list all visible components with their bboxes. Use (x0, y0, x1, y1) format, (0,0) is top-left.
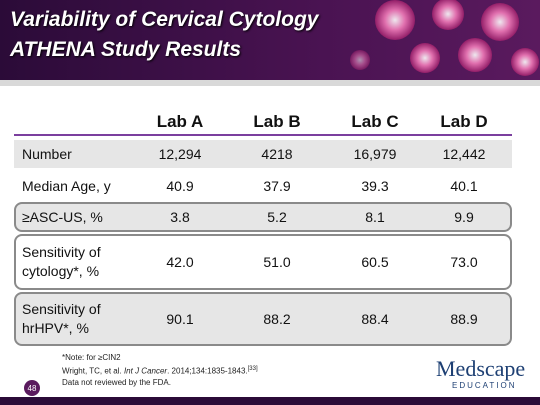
cell: 16,979 (353, 146, 397, 162)
cell: 8.1 (365, 209, 385, 225)
cell: 12,442 (442, 146, 486, 162)
cell: 39.3 (361, 178, 389, 194)
table-row (14, 202, 512, 232)
footer-bar (0, 397, 540, 405)
table-row (14, 292, 512, 346)
table-row (14, 234, 512, 290)
citation-ref: [33] (247, 366, 258, 372)
disclaimer: Data not reviewed by the FDA. (62, 378, 171, 387)
table-row (14, 140, 512, 168)
cell: 9.9 (454, 209, 474, 225)
column-header: Lab D (440, 112, 488, 131)
row-label: Number (22, 145, 72, 162)
row-label: Sensitivity of cytology*, % (22, 244, 101, 279)
cell: 88.4 (361, 311, 389, 327)
citation-part: . 2014;134:1835-1843. (167, 366, 248, 376)
cell: 40.1 (450, 178, 478, 194)
row-label: Median Age, y (22, 177, 111, 194)
citation: Wright, TC, et al. Int J Cancer. 2014;13… (62, 366, 258, 376)
cell: 37.9 (263, 178, 291, 194)
column-header: Lab C (351, 112, 399, 131)
row-label: Sensitivity of hrHPV*, % (22, 301, 101, 336)
row-label: ≥ASC-US, % (22, 208, 103, 225)
logo-name: Medscape (436, 356, 526, 381)
cell: 40.9 (166, 178, 194, 194)
cell: 4218 (261, 146, 293, 162)
cell: 3.8 (170, 209, 190, 225)
table-row (14, 172, 512, 200)
citation-part: Wright, TC, et al. (62, 366, 124, 376)
page-number: 48 (24, 380, 40, 396)
cell: 60.5 (361, 254, 389, 270)
cell: 90.1 (166, 311, 194, 327)
title-line: ATHENA Study Results (10, 38, 242, 61)
column-header: Lab B (253, 112, 301, 131)
title-line: Variability of Cervical Cytology (10, 8, 319, 31)
cell: 73.0 (450, 254, 478, 270)
header-banner (0, 0, 540, 86)
cell: 88.9 (450, 311, 478, 327)
cell: 5.2 (267, 209, 287, 225)
cell: 42.0 (166, 254, 194, 270)
header-rule (14, 134, 512, 136)
cell: 88.2 (263, 311, 291, 327)
logo-sub: EDUCATION (452, 381, 517, 390)
cell: 12,294 (158, 146, 202, 162)
column-header: Lab A (156, 112, 204, 131)
cell: 51.0 (263, 254, 291, 270)
citation-journal: Int J Cancer (123, 366, 168, 376)
footnote: *Note: for ≥CIN2 (62, 353, 121, 362)
